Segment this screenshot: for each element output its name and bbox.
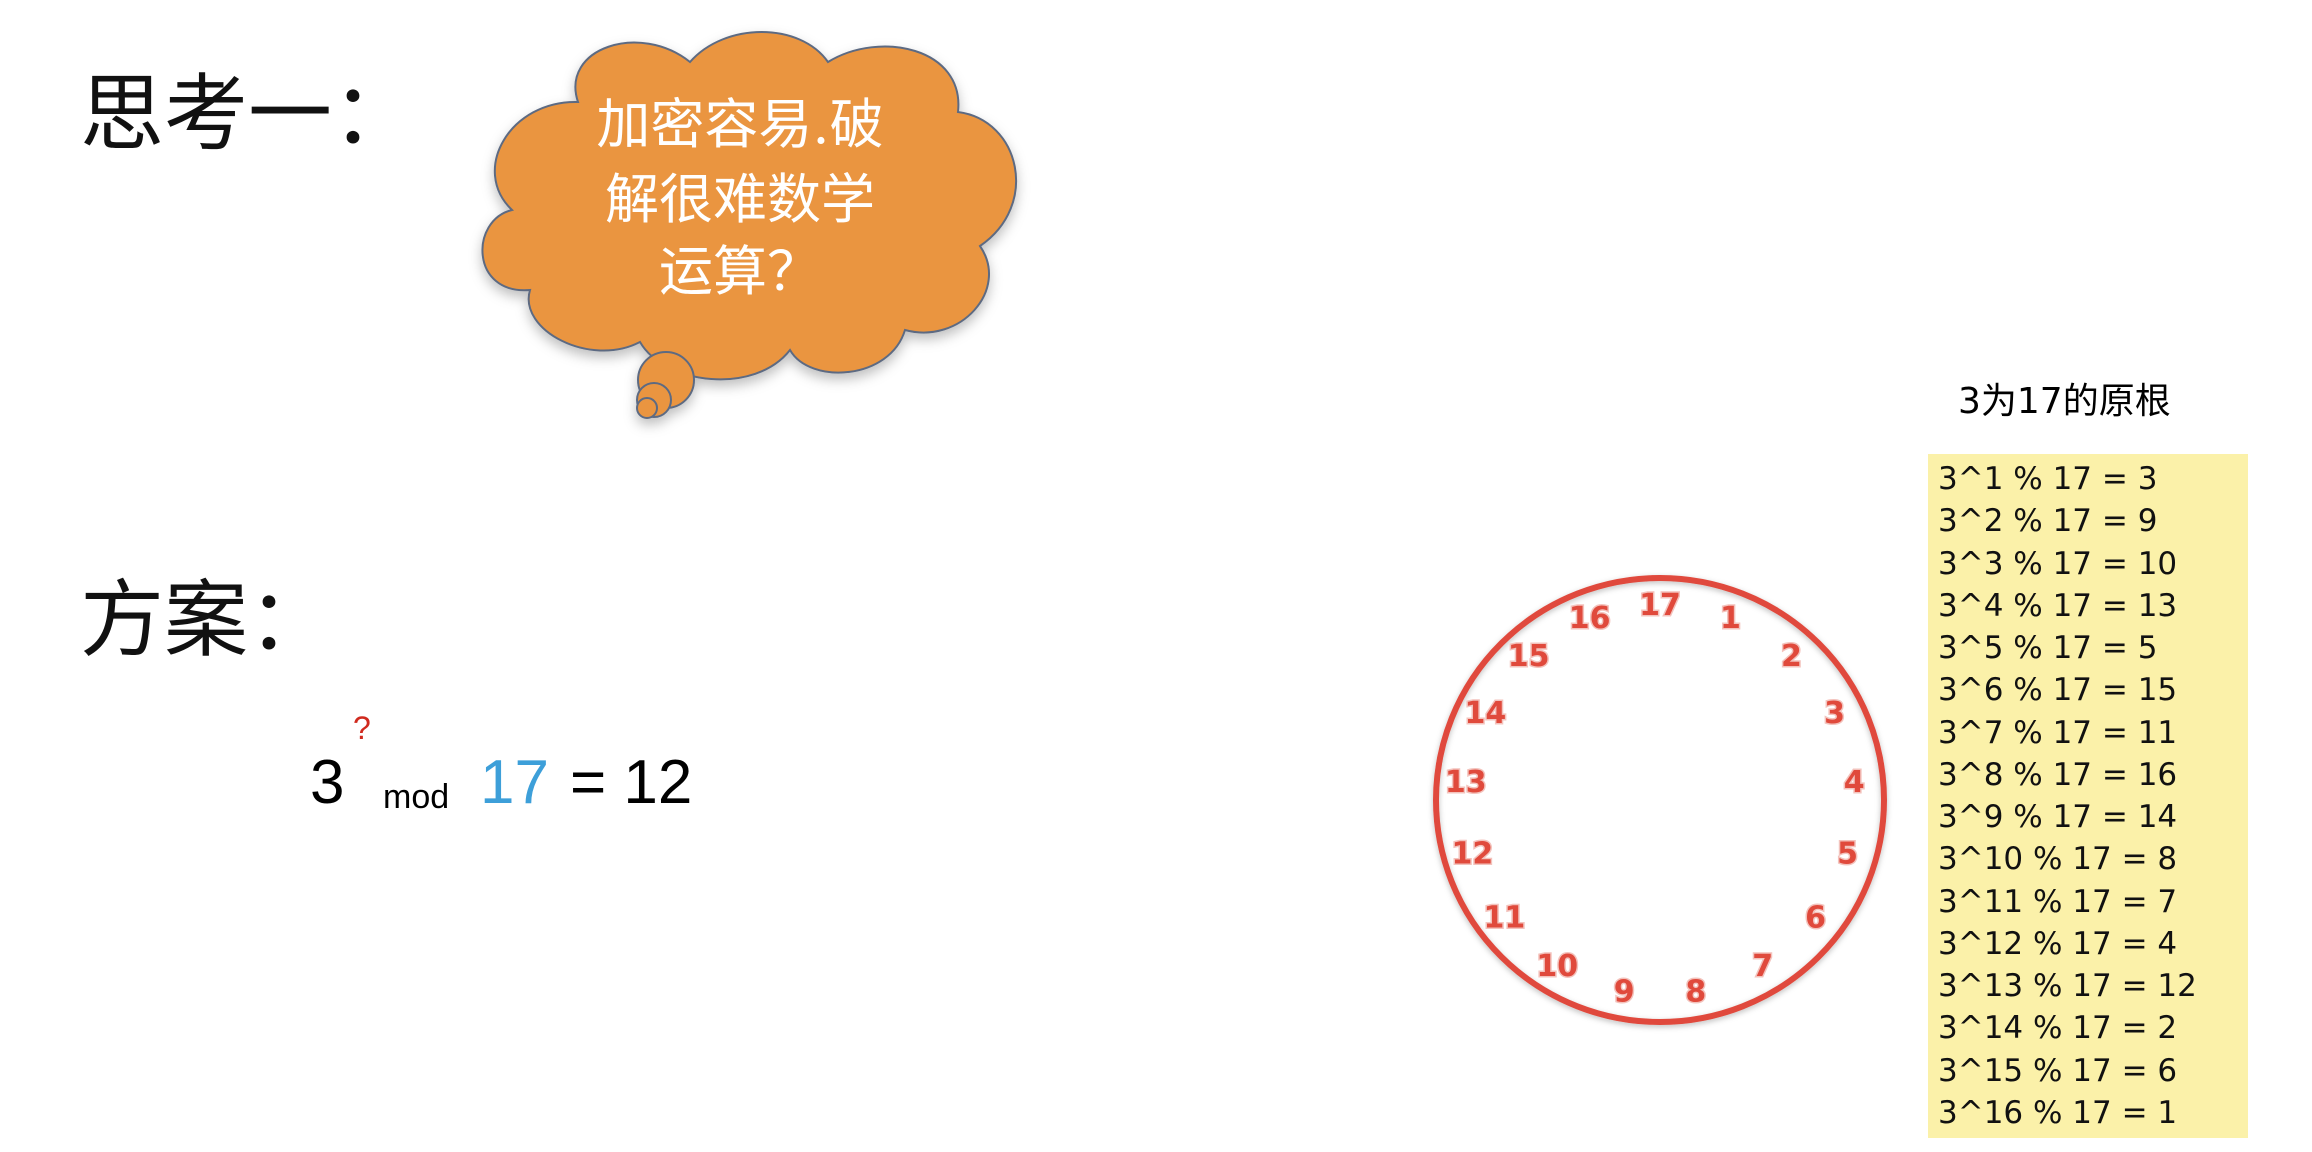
formula-modulus: 17 <box>480 748 549 817</box>
clock-number: 13 <box>1445 765 1487 800</box>
table-row: 3^6 % 17 = 15 <box>1938 672 2178 709</box>
table-row: 3^10 % 17 = 8 <box>1938 841 2178 878</box>
table-row: 3^12 % 17 = 4 <box>1938 925 2178 962</box>
clock-ring <box>1433 575 1887 1025</box>
table-row: 3^11 % 17 = 7 <box>1938 883 2178 920</box>
power-mod-table: 3^1 % 17 = 3 3^2 % 17 = 9 3^3 % 17 = 10 3^4… <box>1928 454 2248 1138</box>
table-row: 3^15 % 17 = 6 <box>1938 1052 2178 1089</box>
table-row: 3^3 % 17 = 10 <box>1938 545 2178 582</box>
formula-result: = 12 <box>570 748 693 817</box>
clock-number: 7 <box>1752 949 1773 984</box>
table-row: 3^5 % 17 = 5 <box>1938 630 2158 666</box>
formula-exponent: ? <box>353 710 371 746</box>
heading-thinking-one: 思考一： <box>80 65 417 163</box>
cloud-text-line-2: 解很难数学 <box>605 168 875 231</box>
formula-mod: mod <box>383 778 450 816</box>
clock-number: 6 <box>1805 901 1826 936</box>
heading-scheme: 方案： <box>80 571 333 669</box>
clock-number: 15 <box>1508 639 1550 674</box>
cloud-body <box>481 31 1018 381</box>
clock-number: 9 <box>1614 975 1635 1010</box>
clock-number: 3 <box>1824 696 1845 731</box>
clock-number: 10 <box>1536 949 1578 984</box>
table-row: 3^1 % 17 = 3 <box>1938 461 2158 497</box>
thought-cloud <box>481 31 1018 419</box>
cloud-text-line-1: 加密容易.破 <box>596 93 884 156</box>
clock-number: 5 <box>1837 836 1858 871</box>
table-row: 3^13 % 17 = 12 <box>1938 968 2197 1004</box>
clock-number: 17 <box>1639 588 1681 623</box>
table-row: 3^8 % 17 = 16 <box>1938 756 2178 793</box>
clock-number: 11 <box>1484 901 1526 936</box>
clock-number: 16 <box>1569 601 1611 636</box>
cloud-tail-small <box>636 397 658 419</box>
clock-number: 1 <box>1720 601 1741 636</box>
table-row: 3^2 % 17 = 9 <box>1938 503 2158 540</box>
table-row: 3^4 % 17 = 13 <box>1938 587 2178 624</box>
cloud-text-line-3: 运算？ <box>659 240 821 303</box>
table-caption: 3为17的原根 <box>1958 381 2171 422</box>
table-row: 3^9 % 17 = 14 <box>1938 799 2178 835</box>
table-row: 3^14 % 17 = 2 <box>1938 1010 2178 1047</box>
clock-number: 8 <box>1685 975 1706 1010</box>
clock-number: 12 <box>1452 836 1494 871</box>
clock-number: 2 <box>1781 639 1802 674</box>
clock-number: 14 <box>1465 696 1507 731</box>
clock-number: 4 <box>1844 765 1865 800</box>
formula-base: 3 <box>310 748 345 817</box>
table-row: 3^7 % 17 = 11 <box>1938 714 2178 751</box>
table-row: 3^16 % 17 = 1 <box>1938 1094 2178 1131</box>
